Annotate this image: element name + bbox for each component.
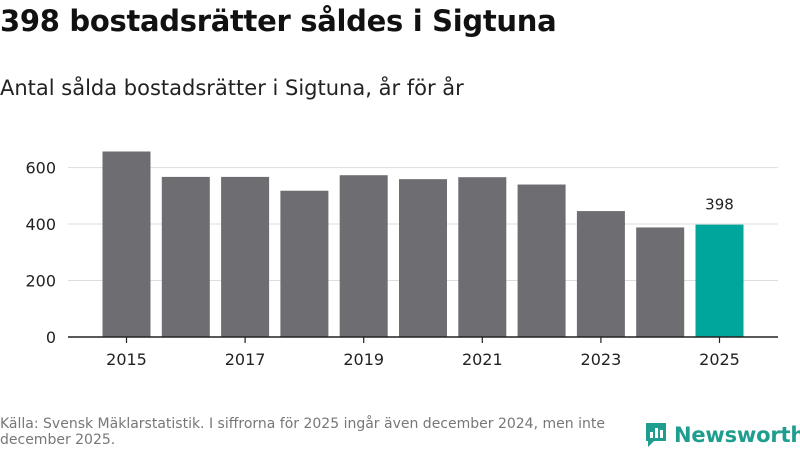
bar-2015: [102, 151, 151, 337]
bar-2016: [161, 176, 210, 337]
source-note: Källa: Svensk Mäklarstatistik. I siffror…: [0, 416, 605, 448]
x-tick-label: 2023: [581, 350, 622, 369]
bar-2025: [695, 224, 744, 337]
x-tick-label: 2025: [699, 350, 740, 369]
bar-chart: 0 200 400 600 2015 2017 2019 2021 2023 2025 398: [25, 151, 778, 369]
bar-2021: [458, 177, 507, 337]
y-tick-label: 600: [25, 159, 56, 178]
data-label: 398: [705, 196, 734, 214]
x-tick-label: 2019: [343, 350, 384, 369]
newsworthy-logo: Newsworthy: [644, 420, 800, 450]
y-tick-label: 0: [46, 328, 56, 347]
chart-subtitle: Antal sålda bostadsrätter i Sigtuna, år …: [0, 76, 464, 100]
y-axis-ticks: 0 200 400 600: [25, 159, 56, 347]
bar-chart-logo-icon: [646, 423, 666, 447]
bar-2020: [399, 179, 447, 337]
bar-2019: [339, 175, 388, 337]
bars: [102, 151, 744, 337]
data-labels: 398: [705, 196, 734, 214]
x-tick-label: 2017: [225, 350, 266, 369]
x-tick-label: 2015: [106, 350, 147, 369]
bar-2022: [517, 184, 566, 337]
y-tick-label: 400: [25, 215, 56, 234]
bar-2017: [221, 176, 270, 337]
bar-2018: [280, 190, 329, 337]
chart-title: 398 bostadsrätter såldes i Sigtuna: [0, 4, 557, 38]
bar-2024: [636, 227, 685, 337]
logo-text: Newsworthy: [674, 423, 800, 447]
x-axis-ticks: 2015 2017 2019 2021 2023 2025: [106, 337, 740, 369]
bar-2023: [576, 211, 625, 337]
y-tick-label: 200: [25, 272, 56, 291]
x-tick-label: 2021: [462, 350, 503, 369]
